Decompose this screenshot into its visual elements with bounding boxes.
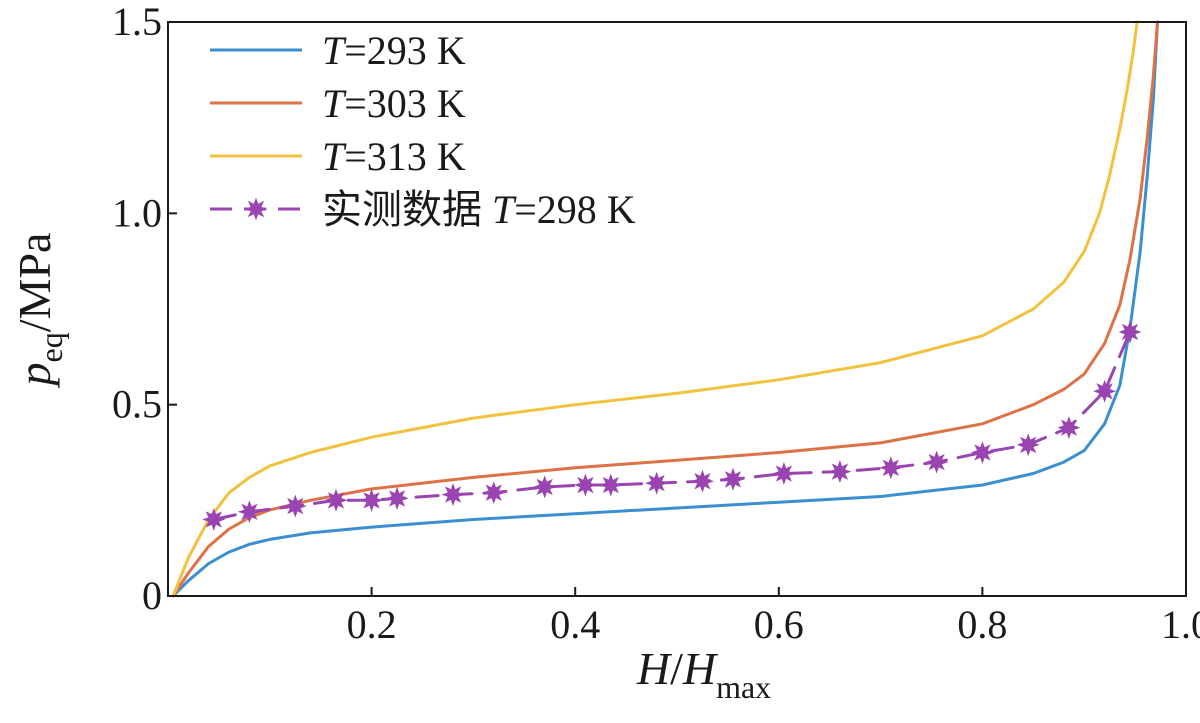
data-point [721, 467, 745, 491]
data-point [441, 483, 465, 507]
data-point [599, 473, 623, 497]
x-tick-label: 0.2 [347, 602, 397, 647]
data-point [283, 494, 307, 518]
axes-layer [167, 21, 1187, 597]
y-tick-label: 0 [142, 573, 162, 618]
y-tick-label: 0.5 [112, 382, 162, 427]
data-point [1093, 379, 1117, 403]
data-point [360, 488, 384, 512]
series-line-2 [171, 20, 1139, 598]
data-point [1118, 320, 1142, 344]
legend-entry-3: 实测数据 T=298 K [322, 187, 636, 232]
y-tick-label: 1.5 [112, 0, 162, 44]
data-point [645, 471, 669, 495]
legend-entry-0: T=293 K [322, 28, 466, 73]
data-point [533, 475, 557, 499]
data-point [324, 488, 348, 512]
legend-marker [244, 197, 268, 221]
data-point [925, 450, 949, 474]
x-tick-label: 1.0 [1161, 602, 1200, 647]
x-tick-label: 0.6 [754, 602, 804, 647]
legend-entry-2: T=313 K [322, 134, 466, 179]
legend: T=293 K T=303 K T=313 K 实测数据 T=298 K [210, 28, 636, 232]
x-tick-label: 0.8 [957, 602, 1007, 647]
axis-labels: H/Hmax peq/MPa [9, 233, 771, 705]
series-line-1 [171, 20, 1159, 598]
legend-entry-1: T=303 K [322, 81, 466, 126]
data-point [970, 440, 994, 465]
ticks-layer: 0.2 0.4 0.6 0.8 1.0 0 0.5 1.0 1.5 [112, 0, 1200, 647]
data-point [828, 460, 852, 484]
data-point [1057, 416, 1081, 440]
data-point [385, 486, 409, 510]
data-point [879, 456, 903, 480]
x-tick-label: 0.4 [550, 602, 600, 647]
data-point [237, 500, 261, 524]
data-point [1016, 433, 1040, 457]
data-point [482, 481, 506, 505]
x-axis-label: H/Hmax [636, 643, 771, 705]
data-point [573, 473, 597, 497]
series-layer [171, 20, 1159, 598]
data-point [202, 508, 226, 532]
data-point [691, 469, 715, 493]
series-line-0 [171, 20, 1159, 598]
y-axis-label: peq/MPa [9, 233, 69, 389]
data-point [772, 461, 796, 485]
y-tick-label: 1.0 [112, 190, 162, 235]
plot-frame [167, 21, 1187, 597]
